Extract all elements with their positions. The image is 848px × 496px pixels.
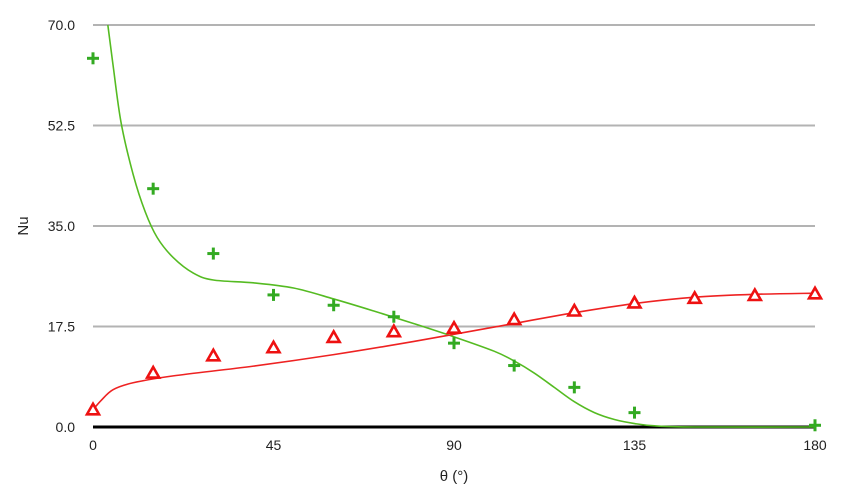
- triangle-marker: [746, 286, 764, 302]
- x-tick-label: 135: [623, 437, 647, 453]
- x-tick-labels: 0 45 90 135 180: [89, 437, 827, 453]
- fit-curve-1: [92, 292, 816, 411]
- x-tick-label: 180: [803, 437, 827, 453]
- plus-marker: [147, 182, 160, 195]
- triangle-marker: [566, 302, 583, 317]
- grid-lines: [93, 24, 815, 328]
- triangle-marker: [385, 323, 403, 338]
- y-tick-label: 17.5: [48, 319, 75, 335]
- plus-marker: [508, 359, 521, 372]
- triangle-marker: [806, 285, 824, 300]
- fit-curves: [92, 24, 816, 428]
- plus-marker: [87, 52, 99, 65]
- plus-marker: [207, 247, 220, 260]
- triangle-marker: [144, 364, 162, 379]
- plus-marker: [568, 381, 581, 394]
- plus-marker: [387, 310, 400, 323]
- plus-marker: [809, 419, 821, 432]
- y-tick-label: 70.0: [48, 17, 75, 33]
- y-tick-label: 0.0: [56, 419, 76, 435]
- triangle-marker: [626, 294, 643, 309]
- y-tick-label: 52.5: [48, 118, 75, 134]
- triangle-marker: [505, 310, 523, 326]
- triangle-marker: [686, 289, 703, 305]
- triangle-marker: [445, 319, 463, 335]
- plus-marker: [628, 406, 641, 419]
- triangle-marker: [325, 328, 342, 344]
- triangle-marker: [205, 347, 222, 362]
- y-axis-title: Nu: [15, 216, 32, 235]
- x-tick-label: 0: [89, 437, 97, 453]
- x-axis-title: θ (°): [440, 468, 469, 485]
- plus-marker: [327, 299, 340, 312]
- plus-marker: [267, 288, 280, 301]
- fit-curve-0: [107, 24, 816, 428]
- x-tick-label: 90: [446, 437, 462, 453]
- triangle-marker: [84, 401, 102, 416]
- y-tick-label: 35.0: [48, 218, 75, 234]
- triangle-marker: [265, 339, 282, 354]
- plus-marker: [448, 337, 460, 350]
- x-tick-label: 45: [266, 437, 282, 453]
- y-tick-labels: 0.0 17.5 35.0 52.5 70.0: [48, 17, 75, 435]
- data-markers: [84, 52, 824, 432]
